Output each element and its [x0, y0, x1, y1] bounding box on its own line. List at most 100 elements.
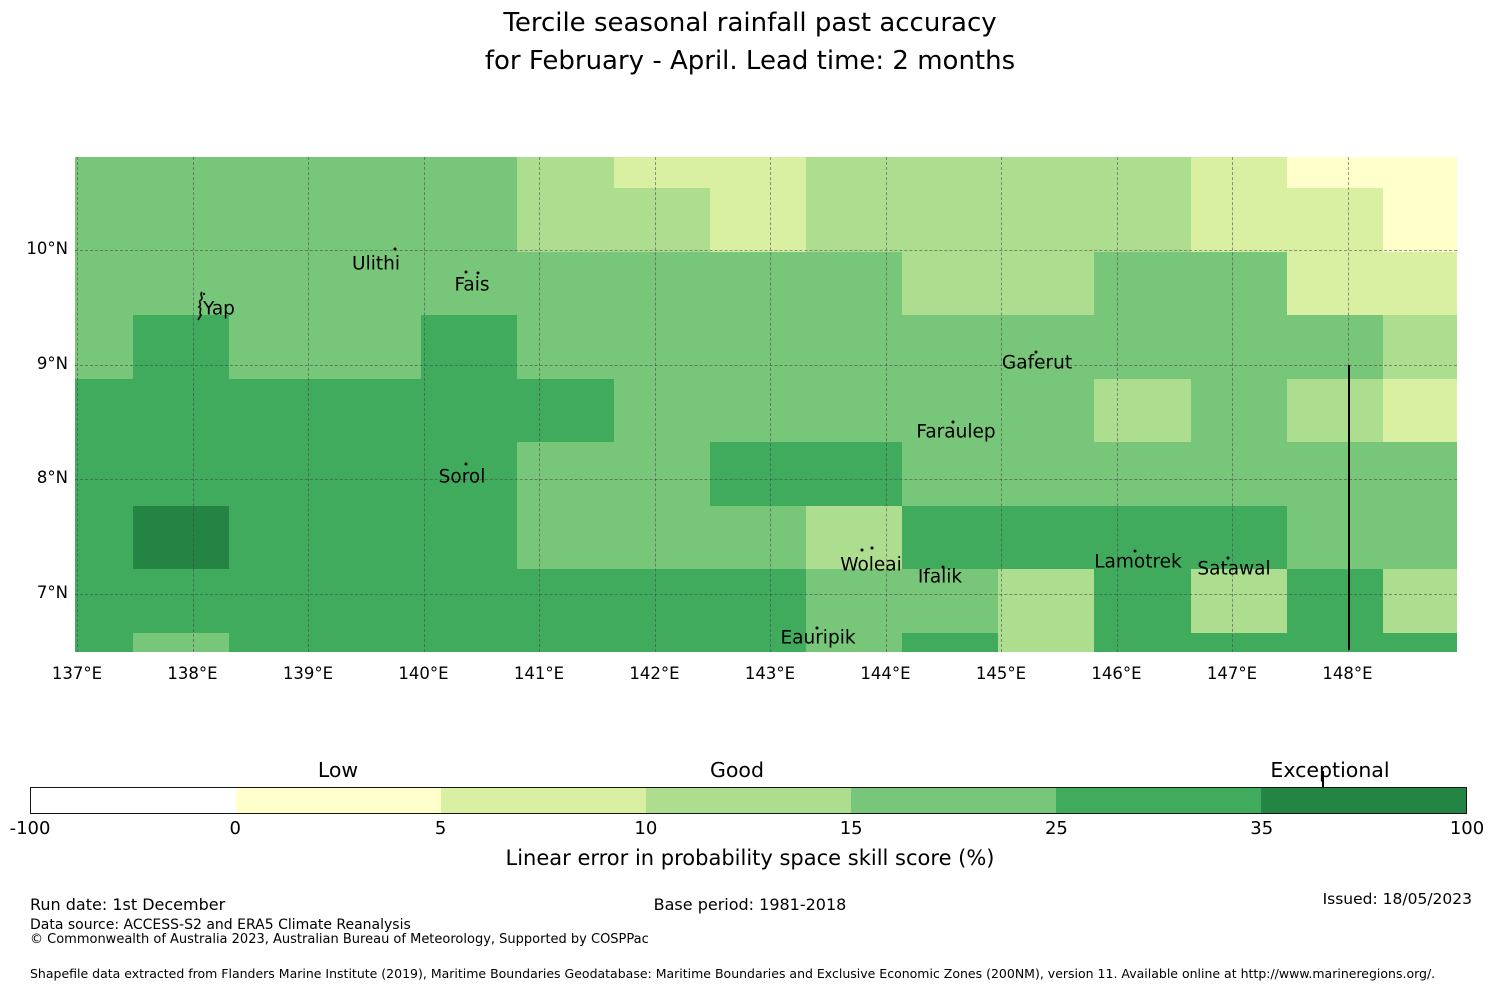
grid-cell — [806, 157, 903, 189]
x-tick-label: 138°E — [167, 664, 218, 683]
grid-cell — [421, 442, 518, 507]
grid-cell — [614, 251, 711, 316]
island-marker-dot — [860, 548, 864, 552]
grid-cell — [998, 569, 1095, 634]
grid-cell — [229, 378, 326, 443]
grid-cell — [1287, 251, 1384, 316]
grid-cell — [421, 157, 518, 189]
grid-cell — [421, 569, 518, 634]
grid-cell — [133, 315, 230, 380]
yap-island-glyph — [197, 291, 206, 321]
island-label-fais: Fais — [454, 274, 490, 296]
colorbar-tick-label: 0 — [229, 818, 242, 839]
grid-cell — [75, 632, 134, 652]
grid-cell — [517, 569, 615, 634]
island-marker-dot — [941, 565, 945, 569]
grid-cell — [806, 315, 903, 380]
grid-cell — [902, 315, 999, 380]
grid-cell — [710, 569, 807, 634]
grid-cell — [1383, 442, 1457, 507]
gridline-vertical — [885, 157, 887, 652]
island-marker-dot — [464, 462, 468, 466]
footer-data-source: Data source: ACCESS-S2 and ERA5 Climate … — [30, 917, 411, 933]
grid-cell — [710, 157, 807, 189]
x-tick-label: 140°E — [398, 664, 449, 683]
island-marker-dot — [476, 271, 480, 275]
island-label-woleai: Woleai — [840, 554, 902, 576]
grid-cell — [1094, 157, 1192, 189]
grid-cell — [229, 442, 326, 507]
grid-cell — [806, 632, 903, 652]
island-marker-dot — [1133, 549, 1137, 553]
footer-issued: Issued: 18/05/2023 — [1322, 890, 1472, 908]
island-marker-dot — [1034, 350, 1038, 354]
grid-cell — [614, 157, 711, 189]
grid-cell — [517, 505, 615, 570]
grid-cell — [806, 251, 903, 316]
island-label-gaferut: Gaferut — [1001, 352, 1073, 374]
grid-cell — [998, 442, 1095, 507]
gridline-vertical — [1001, 157, 1002, 652]
grid-cell — [1287, 632, 1384, 652]
grid-cell — [806, 188, 903, 253]
x-tick-label: 142°E — [629, 664, 680, 683]
grid-cell — [517, 378, 615, 443]
grid-cell — [517, 188, 615, 253]
grid-cell — [1094, 569, 1192, 634]
grid-cell — [710, 442, 807, 507]
grid-cell — [325, 442, 422, 507]
gridline-horizontal — [75, 250, 1457, 251]
island-label-eauripik: Eauripik — [780, 627, 856, 649]
grid-cell — [1094, 505, 1192, 570]
grid-cell — [902, 632, 999, 652]
map-plot-area — [75, 157, 1457, 652]
island-marker-dot — [870, 546, 874, 550]
colorbar — [30, 787, 1467, 814]
grid-cell — [1287, 378, 1384, 443]
grid-cell — [614, 505, 711, 570]
grid-cell — [325, 632, 422, 652]
y-tick-label: 9°N — [36, 353, 68, 373]
grid-cell — [517, 632, 615, 652]
grid-cell — [421, 505, 518, 570]
grid-cell — [1191, 569, 1288, 634]
colorbar-tick-label: 35 — [1250, 818, 1274, 839]
grid-cell — [133, 505, 230, 570]
grid-cell — [229, 632, 326, 652]
footer-copyright: © Commonwealth of Australia 2023, Austra… — [30, 932, 649, 947]
colorbar-caption: Linear error in probability space skill … — [505, 846, 995, 870]
grid-cell — [325, 315, 422, 380]
colorbar-tick-label: 100 — [1449, 818, 1485, 839]
gridline-vertical — [423, 157, 425, 652]
grid-cell — [998, 315, 1095, 380]
x-tick-label: 141°E — [513, 664, 565, 683]
grid-cell — [133, 157, 230, 189]
grid-cell — [998, 157, 1095, 189]
gridline-vertical — [1116, 157, 1118, 652]
island-label-sorol: Sorol — [438, 466, 486, 488]
grid-cell — [1094, 442, 1192, 507]
grid-cell — [1287, 188, 1384, 253]
colorbar-marker-tick — [1322, 771, 1324, 787]
gridline-vertical — [308, 157, 309, 652]
x-tick-label: 143°E — [744, 664, 796, 683]
grid-cell — [998, 632, 1095, 652]
grid-cell — [1383, 378, 1457, 443]
colorbar-segment — [236, 788, 441, 813]
grid-cell — [1287, 442, 1384, 507]
colorbar-segment — [441, 788, 646, 813]
grid-cell — [902, 188, 999, 253]
eez-boundary-line — [1347, 364, 1350, 650]
x-tick-label: 144°E — [860, 664, 911, 683]
footer-run-date: Run date: 1st December — [30, 895, 226, 914]
grid-cell — [229, 251, 326, 316]
grid-cell — [1191, 505, 1288, 570]
grid-cell — [1383, 315, 1457, 380]
island-label-ifalik: Ifalik — [917, 566, 963, 588]
x-tick-label: 147°E — [1206, 664, 1258, 683]
colorbar-segment — [1056, 788, 1261, 813]
gridline-vertical — [770, 157, 771, 652]
x-tick-label: 146°E — [1091, 664, 1142, 683]
island-marker-dot — [464, 270, 468, 274]
